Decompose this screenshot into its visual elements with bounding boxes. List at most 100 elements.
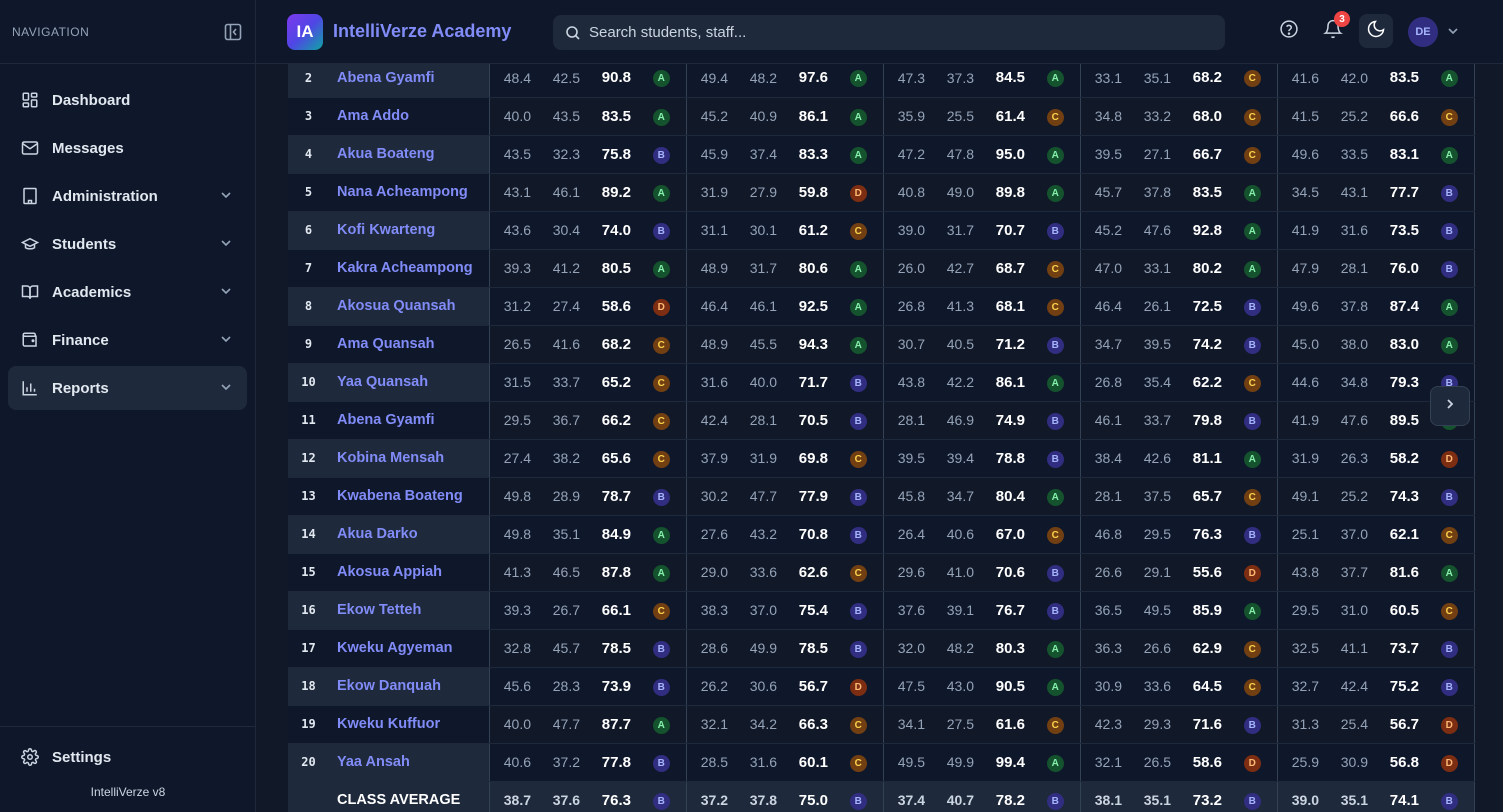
score-cell: 34.8 bbox=[1080, 97, 1129, 136]
table-row: 2 Abena Gyamfi 48.4 42.5 90.8 A 49.4 48.2 97.6 A 4… bbox=[288, 64, 1475, 98]
table-row: 7 Kakra Acheampong 39.3 41.2 80.5 A 48.9 31.7 80… bbox=[288, 249, 1475, 288]
total-cell: 77.7 bbox=[1375, 173, 1425, 212]
app-name[interactable]: IntelliVerze Academy bbox=[333, 21, 512, 41]
grade-cell: B bbox=[834, 477, 884, 516]
sidebar-collapse-icon[interactable] bbox=[223, 22, 243, 42]
results-table: 2 Abena Gyamfi 48.4 42.5 90.8 A 49.4 48.2 97.6 A 4… bbox=[288, 64, 1475, 812]
student-name-link[interactable]: Kweku Agyeman bbox=[329, 629, 490, 668]
score-cell: 46.1 bbox=[735, 287, 784, 326]
score-cell: 28.1 bbox=[1080, 477, 1129, 516]
row-number: 18 bbox=[288, 667, 329, 706]
notification-count-badge: 3 bbox=[1334, 11, 1350, 27]
search-input[interactable] bbox=[589, 24, 1189, 41]
grade-cell: B bbox=[637, 211, 687, 250]
score-cell: 28.1 bbox=[1326, 249, 1375, 288]
score-cell: 28.6 bbox=[686, 629, 735, 668]
student-name-link[interactable]: Kwabena Boateng bbox=[329, 477, 490, 516]
sidebar-item-dashboard[interactable]: Dashboard bbox=[8, 78, 247, 122]
grade-badge: B bbox=[1440, 640, 1458, 658]
theme-toggle-button[interactable] bbox=[1359, 14, 1393, 48]
score-cell: 48.2 bbox=[735, 64, 784, 98]
total-cell: 78.5 bbox=[587, 629, 637, 668]
student-name-link[interactable]: Akosua Appiah bbox=[329, 553, 490, 592]
score-cell: 32.3 bbox=[538, 135, 587, 174]
score-cell: 28.1 bbox=[735, 401, 784, 440]
total-cell: 84.5 bbox=[981, 64, 1031, 98]
score-cell: 40.0 bbox=[735, 363, 784, 402]
user-avatar[interactable]: DE bbox=[1408, 17, 1438, 47]
book-icon bbox=[20, 282, 40, 302]
score-cell: 43.1 bbox=[1326, 173, 1375, 212]
grade-cell: B bbox=[834, 629, 884, 668]
score-cell: 39.0 bbox=[883, 211, 932, 250]
score-cell: 46.1 bbox=[538, 173, 587, 212]
student-name-link[interactable]: Yaa Quansah bbox=[329, 363, 490, 402]
total-cell: 95.0 bbox=[981, 135, 1031, 174]
score-cell: 40.6 bbox=[932, 515, 981, 554]
grade-cell: C bbox=[637, 363, 687, 402]
grade-badge: C bbox=[1243, 108, 1261, 126]
score-cell: 29.6 bbox=[883, 553, 932, 592]
grade-badge: B bbox=[1243, 336, 1261, 354]
chevron-down-icon[interactable] bbox=[1446, 24, 1460, 38]
sidebar-item-administration[interactable]: Administration bbox=[8, 174, 247, 218]
notifications-button[interactable]: 3 bbox=[1316, 11, 1350, 48]
sidebar-item-messages[interactable]: Messages bbox=[8, 126, 247, 170]
total-cell: 70.6 bbox=[981, 553, 1031, 592]
search-bar[interactable] bbox=[553, 15, 1225, 50]
table-row: 14 Akua Darko 49.8 35.1 84.9 A 27.6 43.2 70.8 B 26… bbox=[288, 515, 1475, 554]
score-cell: 31.9 bbox=[1277, 439, 1326, 478]
student-name-link[interactable]: Abena Gyamfi bbox=[329, 64, 490, 98]
student-name-link[interactable]: Yaa Ansah bbox=[329, 743, 490, 782]
app-logo[interactable]: IA bbox=[287, 13, 323, 50]
student-name-link[interactable]: Kweku Kuffuor bbox=[329, 705, 490, 744]
student-name-link[interactable]: Akua Boateng bbox=[329, 135, 490, 174]
grade-cell: B bbox=[834, 515, 884, 554]
student-name-link[interactable]: Kakra Acheampong bbox=[329, 249, 490, 288]
score-cell: 46.4 bbox=[1080, 287, 1129, 326]
sidebar-item-settings[interactable]: Settings bbox=[8, 735, 248, 779]
grade-badge: A bbox=[1243, 450, 1261, 468]
sidebar-item-academics[interactable]: Academics bbox=[8, 270, 247, 314]
total-cell: 70.5 bbox=[784, 401, 834, 440]
grade-cell: A bbox=[1031, 363, 1081, 402]
sidebar-item-students[interactable]: Students bbox=[8, 222, 247, 266]
total-cell: 78.5 bbox=[784, 629, 834, 668]
grade-cell: A bbox=[637, 173, 687, 212]
scroll-right-button[interactable] bbox=[1430, 386, 1470, 426]
total-cell: 55.6 bbox=[1178, 553, 1228, 592]
student-name-link[interactable]: Abena Gyamfi bbox=[329, 401, 490, 440]
grade-cell: A bbox=[1031, 477, 1081, 516]
student-name-link[interactable]: Akosua Quansah bbox=[329, 287, 490, 326]
score-cell: 33.6 bbox=[735, 553, 784, 592]
score-cell: 46.1 bbox=[1080, 401, 1129, 440]
score-cell: 49.0 bbox=[932, 173, 981, 212]
sidebar-item-finance[interactable]: Finance bbox=[8, 318, 247, 362]
score-cell: 46.8 bbox=[1080, 515, 1129, 554]
grade-badge: A bbox=[849, 336, 867, 354]
student-name-link[interactable]: Nana Acheampong bbox=[329, 173, 490, 212]
grade-badge: A bbox=[1046, 754, 1064, 772]
score-cell: 40.9 bbox=[735, 97, 784, 136]
student-name-link[interactable]: Ama Quansah bbox=[329, 325, 490, 364]
student-name-link[interactable]: Ama Addo bbox=[329, 97, 490, 136]
grade-badge: B bbox=[1440, 260, 1458, 278]
student-name-link[interactable]: Kobina Mensah bbox=[329, 439, 490, 478]
total-cell: 80.5 bbox=[587, 249, 637, 288]
student-name-link[interactable]: Akua Darko bbox=[329, 515, 490, 554]
student-name-link[interactable]: Ekow Tetteh bbox=[329, 591, 490, 630]
score-cell: 37.2 bbox=[538, 743, 587, 782]
sidebar-item-reports[interactable]: Reports bbox=[8, 366, 247, 410]
score-cell: 30.1 bbox=[735, 211, 784, 250]
table-row: 8 Akosua Quansah 31.2 27.4 58.6 D 46.4 46.1 92.5… bbox=[288, 287, 1475, 326]
student-name-link[interactable]: Ekow Danquah bbox=[329, 667, 490, 706]
grade-cell: B bbox=[1031, 401, 1081, 440]
student-name-link[interactable]: Kofi Kwarteng bbox=[329, 211, 490, 250]
grade-badge: C bbox=[1046, 716, 1064, 734]
grade-badge: A bbox=[1046, 488, 1064, 506]
score-cell: 31.6 bbox=[1326, 211, 1375, 250]
grade-badge: C bbox=[1243, 146, 1261, 164]
table-row: 16 Ekow Tetteh 39.3 26.7 66.1 C 38.3 37.0 75.4 B 3… bbox=[288, 591, 1475, 630]
total-cell: 73.5 bbox=[1375, 211, 1425, 250]
help-button[interactable] bbox=[1272, 14, 1306, 48]
